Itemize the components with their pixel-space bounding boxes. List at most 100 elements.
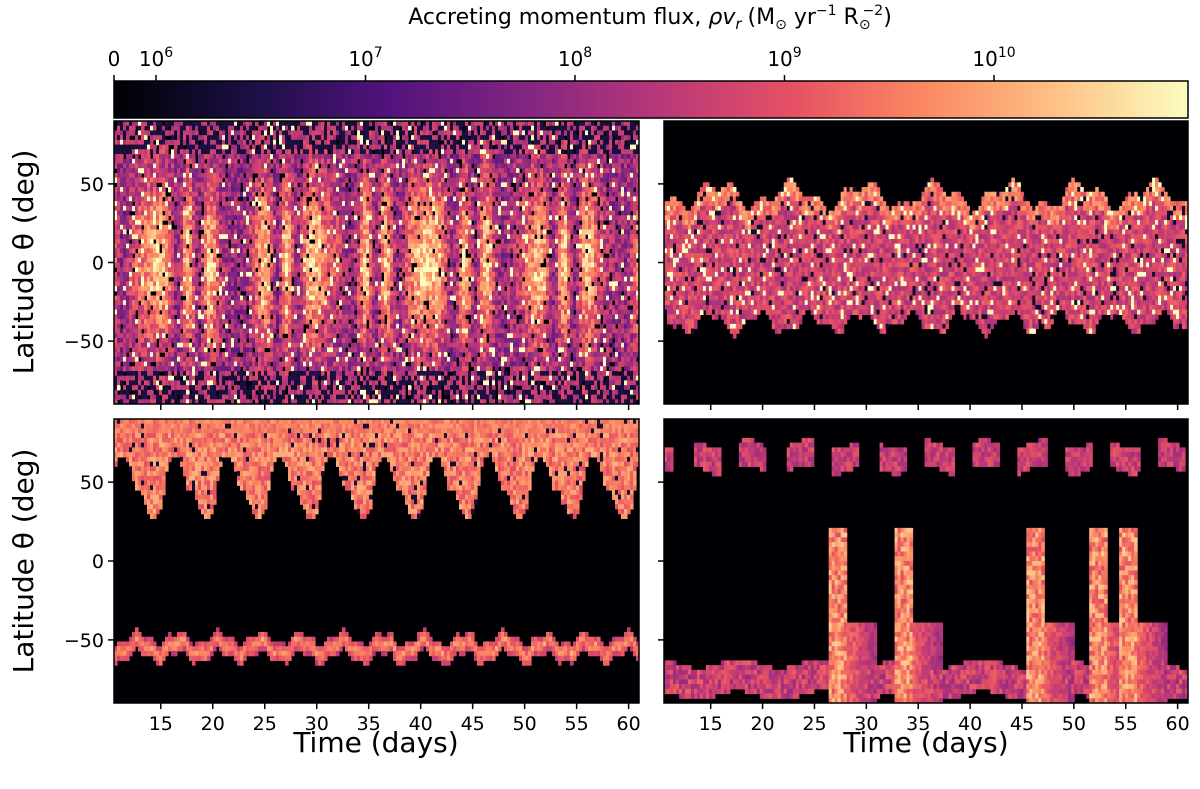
- heatmap-cell: [240, 163, 244, 169]
- heatmap-cell: [333, 337, 337, 344]
- heatmap-cell: [294, 229, 298, 235]
- heatmap-cell: [315, 323, 319, 330]
- heatmap-cell: [264, 314, 268, 320]
- heatmap-cell: [165, 177, 169, 183]
- heatmap-cell: [117, 257, 121, 264]
- heatmap-cell: [357, 168, 361, 174]
- heatmap-cell: [234, 271, 238, 278]
- heatmap-cell: [249, 347, 253, 353]
- heatmap-cell: [207, 229, 211, 235]
- heatmap-cell: [183, 352, 187, 358]
- heatmap-cell: [186, 205, 190, 212]
- heatmap-cell: [117, 220, 121, 226]
- heatmap-cell: [264, 290, 268, 297]
- heatmap-cell: [318, 177, 322, 183]
- heatmap-cell: [180, 144, 184, 150]
- heatmap-cell: [282, 196, 286, 202]
- heatmap-cell: [174, 267, 178, 273]
- heatmap-cell: [327, 224, 331, 231]
- heatmap-cell: [204, 182, 208, 188]
- heatmap-cell: [276, 356, 280, 363]
- heatmap-cell: [186, 328, 190, 334]
- heatmap-cell: [144, 290, 148, 297]
- heatmap-cell: [168, 267, 172, 273]
- heatmap-cell: [213, 234, 217, 240]
- heatmap-cell: [303, 267, 307, 273]
- heatmap-cell: [210, 177, 214, 183]
- heatmap-cell: [159, 253, 163, 259]
- heatmap-cell: [177, 356, 181, 363]
- heatmap-cell: [168, 234, 172, 240]
- heatmap-cell: [213, 352, 217, 358]
- heatmap-cell: [144, 187, 148, 193]
- heatmap-cell: [276, 182, 280, 188]
- heatmap-cell: [333, 163, 337, 169]
- heatmap-cell: [270, 309, 274, 315]
- heatmap-cell: [201, 286, 205, 292]
- heatmap-cell: [174, 196, 178, 202]
- heatmap-cell: [321, 177, 325, 183]
- heatmap-cell: [201, 319, 205, 325]
- heatmap-cell: [300, 144, 304, 150]
- heatmap-cell: [147, 205, 151, 212]
- heatmap-cell: [201, 323, 205, 330]
- heatmap-cell: [129, 125, 133, 132]
- heatmap-cell: [162, 224, 166, 231]
- heatmap-cell: [303, 309, 307, 315]
- heatmap-cell: [252, 130, 256, 136]
- heatmap-cell: [198, 352, 202, 358]
- heatmap-cell: [168, 337, 172, 344]
- heatmap-cell: [288, 229, 292, 235]
- heatmap-cell: [327, 139, 331, 146]
- heatmap-cell: [255, 163, 259, 169]
- heatmap-cell: [309, 290, 313, 297]
- heatmap-cell: [183, 205, 187, 212]
- heatmap-cell: [126, 314, 130, 320]
- heatmap-cell: [306, 149, 310, 155]
- heatmap-cell: [255, 380, 259, 386]
- heatmap-cell: [246, 347, 250, 353]
- heatmap-cell: [291, 121, 295, 127]
- heatmap-cell: [279, 139, 283, 146]
- heatmap-cell: [144, 135, 148, 141]
- heatmap-cell: [258, 333, 262, 339]
- heatmap-cell: [231, 262, 235, 268]
- heatmap-cell: [147, 262, 151, 268]
- heatmap-cell: [183, 187, 187, 193]
- heatmap-cell: [225, 361, 229, 367]
- heatmap-cell: [276, 347, 280, 353]
- heatmap-cell: [234, 210, 238, 216]
- heatmap-cell: [117, 229, 121, 235]
- heatmap-cell: [147, 304, 151, 311]
- heatmap-cell: [270, 319, 274, 325]
- heatmap-cell: [117, 154, 121, 160]
- heatmap-cell: [144, 300, 148, 306]
- heatmap-cell: [249, 323, 253, 330]
- heatmap-cell: [330, 366, 334, 372]
- heatmap-cell: [294, 154, 298, 160]
- heatmap-cell: [303, 262, 307, 268]
- heatmap-cell: [324, 267, 328, 273]
- heatmap-cell: [297, 281, 301, 287]
- heatmap-cell: [147, 172, 151, 179]
- heatmap-cell: [312, 158, 316, 165]
- heatmap-cell: [168, 177, 172, 183]
- heatmap-cell: [312, 295, 316, 301]
- heatmap-cell: [165, 168, 169, 174]
- heatmap-cell: [192, 347, 196, 353]
- heatmap-cell: [303, 191, 307, 198]
- heatmap-cell: [171, 328, 175, 334]
- heatmap-cell: [192, 158, 196, 165]
- heatmap-cell: [210, 229, 214, 235]
- heatmap-cell: [303, 149, 307, 155]
- heatmap-cell: [141, 149, 145, 155]
- heatmap-cell: [330, 361, 334, 367]
- heatmap-cell: [327, 286, 331, 292]
- heatmap-cell: [261, 224, 265, 231]
- heatmap-cell: [297, 243, 301, 249]
- heatmap-cell: [267, 319, 271, 325]
- heatmap-cell: [315, 234, 319, 240]
- heatmap-cell: [231, 304, 235, 311]
- heatmap-cell: [114, 319, 118, 325]
- heatmap-cell: [276, 271, 280, 278]
